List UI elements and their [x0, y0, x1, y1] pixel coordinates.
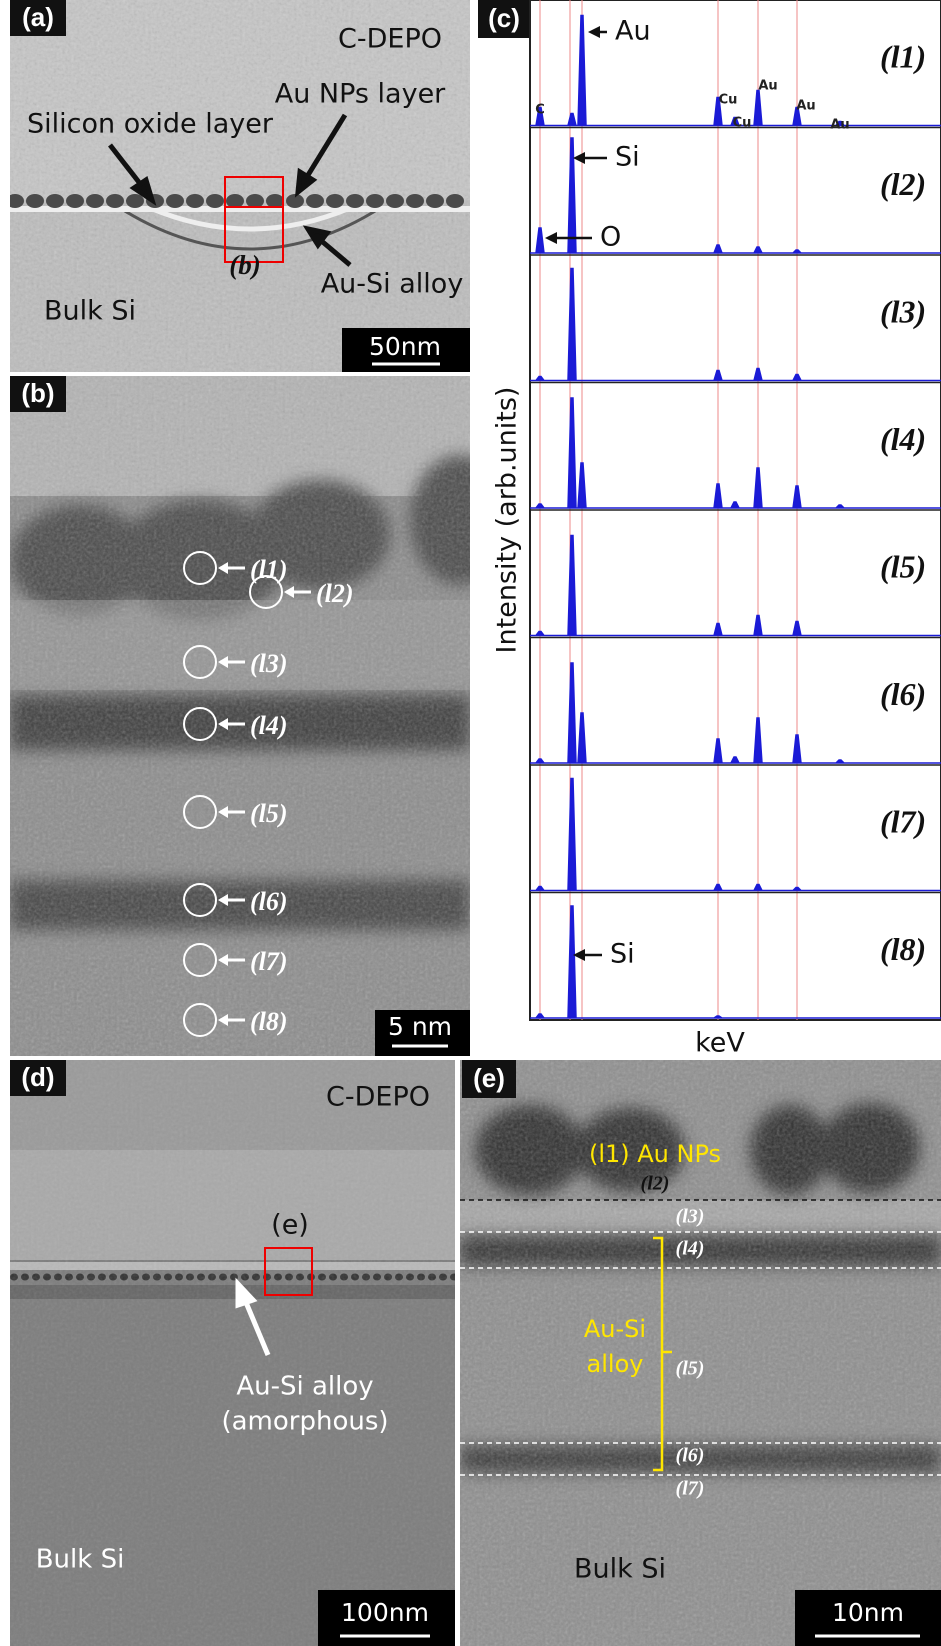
- label: (b): [229, 250, 260, 280]
- spectrum-label: (l5): [880, 548, 926, 584]
- arrow-head: [588, 26, 600, 38]
- nanoparticle: [426, 194, 444, 208]
- element-label: C: [535, 103, 545, 118]
- label: Au-Si alloy: [236, 1372, 373, 1402]
- label: (l5): [676, 1358, 705, 1380]
- spectrum-label: (l4): [880, 421, 926, 457]
- probe-label: (l8): [250, 1007, 288, 1036]
- label: Bulk Si: [44, 296, 136, 327]
- probe-label: (l5): [250, 799, 288, 828]
- nanoparticle: [226, 194, 244, 208]
- probe-label: (l7): [250, 947, 288, 976]
- nanoparticle: [326, 194, 344, 208]
- arrow-head: [573, 152, 585, 164]
- scale-bar: 50nm: [369, 332, 441, 361]
- nanoparticle: [306, 194, 324, 208]
- spectrum-label: (l8): [880, 931, 926, 967]
- nanoparticle: [86, 194, 104, 208]
- element-label: Cu: [719, 93, 738, 108]
- panel-tag: (b): [21, 378, 54, 408]
- panel-a: (a) C-DEPO Au NPs layer Silicon oxide la…: [6, 0, 470, 372]
- nanoparticle: [46, 194, 64, 208]
- probe-label: (l3): [250, 649, 288, 678]
- panel-tag: (e): [473, 1063, 505, 1093]
- nanoparticle: [206, 194, 224, 208]
- probe-label: (l4): [250, 711, 288, 740]
- label: C-DEPO: [338, 24, 442, 55]
- label: Silicon oxide layer: [27, 109, 274, 140]
- spectrum-label: (l3): [880, 293, 926, 329]
- label: (l4): [676, 1238, 705, 1260]
- axis-label: Intensity (arb.units): [492, 387, 523, 654]
- shape: [10, 376, 470, 1056]
- group: (l1) (l2) (l3) (l4) (l5) (l6) (l7) (l8) Au Si O Si C…: [530, 0, 941, 1020]
- figure: (a) C-DEPO Au NPs layer Silicon oxide la…: [0, 0, 941, 1646]
- panel-b: (l1)(l2)(l3)(l4)(l5)(l6)(l7)(l8) (b) 5 n…: [10, 376, 510, 1056]
- element-label: Au: [830, 118, 849, 133]
- label: Au-Si: [584, 1315, 646, 1343]
- label: (l3): [676, 1206, 705, 1228]
- nanoparticle: [286, 194, 304, 208]
- group: [6, 194, 464, 208]
- nanoparticle: [126, 194, 144, 208]
- nanoparticle: [446, 194, 464, 208]
- spectrum-label: (l6): [880, 676, 926, 712]
- nanoparticle: [386, 194, 404, 208]
- label: Au-Si alloy: [321, 269, 464, 300]
- nanoparticle: [246, 194, 264, 208]
- nanoparticle: [406, 194, 424, 208]
- panel-d: (d) C-DEPO (e) Au-Si alloy (amorphous) B…: [10, 1060, 458, 1646]
- peak-label: O: [600, 222, 621, 253]
- panel-c: (c) (l1) (l2) (l3) (l4) (l5) (l6) (l7) (l8) Au Si…: [478, 0, 941, 1059]
- label: (l1) Au NPs: [589, 1140, 721, 1168]
- probe-label: (l2): [316, 579, 354, 608]
- spectrum-label: (l1): [880, 38, 926, 74]
- label: (l6): [676, 1445, 705, 1467]
- label: (l7): [676, 1478, 705, 1500]
- arrow-head: [545, 232, 557, 244]
- nanoparticle: [166, 194, 184, 208]
- panel-tag: (d): [21, 1062, 54, 1092]
- scale-bar: 5 nm: [388, 1012, 452, 1041]
- label: alloy: [587, 1350, 644, 1378]
- scale-bar: 100nm: [341, 1598, 429, 1627]
- spectrum-label: (l2): [880, 166, 926, 202]
- nanoparticle: [66, 194, 84, 208]
- scale-bar: 10nm: [832, 1598, 904, 1627]
- panel-tag: (c): [488, 3, 520, 33]
- peak-label: Au: [615, 16, 651, 47]
- nanoparticle: [366, 194, 384, 208]
- label: (l2): [641, 1173, 670, 1195]
- label: Bulk Si: [36, 1545, 125, 1575]
- panel-e: (e) (l1) Au NPs (l2) (l3) (l4) (l5) (l6)…: [460, 1060, 941, 1646]
- label: Au NPs layer: [275, 79, 446, 110]
- nanoparticle: [266, 194, 284, 208]
- nanoparticle: [106, 194, 124, 208]
- element-label: Au: [796, 99, 815, 114]
- element-label: Cu: [733, 116, 752, 131]
- nanoparticle: [346, 194, 364, 208]
- axis-label: keV: [695, 1028, 745, 1059]
- probe-label: (l6): [250, 887, 288, 916]
- nanoparticle: [26, 194, 44, 208]
- peak-label: Si: [615, 142, 640, 173]
- label: (e): [271, 1210, 309, 1241]
- panel-tag: (a): [22, 2, 54, 32]
- peak-label: Si: [610, 939, 635, 970]
- label: (amorphous): [221, 1407, 388, 1437]
- label: C-DEPO: [326, 1082, 430, 1113]
- nanoparticle: [186, 194, 204, 208]
- nanoparticle: [6, 194, 24, 208]
- label: Bulk Si: [574, 1554, 666, 1585]
- element-label: Au: [758, 79, 777, 94]
- spectrum-label: (l7): [880, 803, 926, 839]
